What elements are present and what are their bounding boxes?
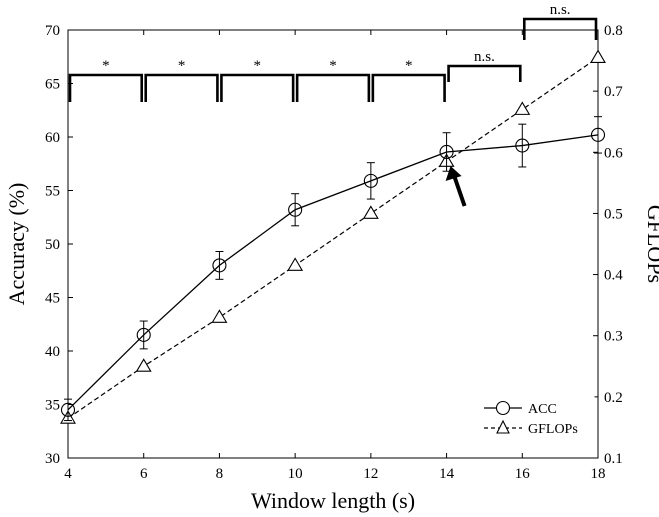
significance-label: * bbox=[102, 58, 110, 74]
significance-label: * bbox=[329, 58, 337, 74]
x-tick-label: 8 bbox=[216, 466, 224, 482]
acc-circle-marker bbox=[288, 202, 303, 217]
arrow-head bbox=[445, 165, 462, 181]
acc-circle-marker bbox=[60, 402, 76, 417]
y-right-tick-label: 0.5 bbox=[604, 206, 623, 222]
legend-acc-label: ACC bbox=[528, 402, 557, 417]
y-right-tick-label: 0.8 bbox=[604, 23, 623, 39]
x-tick-label: 4 bbox=[64, 466, 72, 482]
significance-bracket bbox=[144, 73, 219, 102]
y-right-tick-label: 0.3 bbox=[604, 329, 623, 345]
y-left-tick-label: 30 bbox=[45, 451, 60, 467]
significance-label: n.s. bbox=[550, 2, 571, 18]
x-tick-label: 6 bbox=[140, 466, 148, 482]
acc-circle-marker bbox=[136, 327, 151, 343]
arrow-shaft bbox=[452, 176, 467, 207]
legend-acc-marker bbox=[495, 400, 511, 416]
significance-label: * bbox=[178, 58, 186, 74]
gflops-line bbox=[67, 57, 599, 419]
annotation-arrow bbox=[445, 165, 467, 207]
significance-brackets: * * * * * n.s. n.s. bbox=[68, 2, 598, 102]
gflops-triangle-marker bbox=[590, 49, 606, 63]
y-left-tick-label: 35 bbox=[45, 398, 60, 414]
axes: 4 6 8 10 12 14 16 18 30 35 40 45 50 55 60 65 70 0.1 0.2 0.3… bbox=[4, 23, 659, 513]
legend: ACC GFLOPs bbox=[477, 393, 595, 443]
significance-bracket bbox=[220, 73, 295, 102]
x-tick-label: 14 bbox=[439, 466, 455, 482]
acc-circle-marker bbox=[515, 138, 530, 153]
gflops-triangle-marker bbox=[211, 309, 228, 323]
legend-gflops-label: GFLOPs bbox=[528, 422, 578, 437]
x-tick-label: 18 bbox=[591, 466, 606, 482]
acc-circle-marker bbox=[439, 144, 454, 160]
significance-label: * bbox=[254, 58, 262, 74]
y-left-tick-label: 65 bbox=[45, 77, 60, 93]
significance-bracket bbox=[295, 73, 371, 102]
y-left-tick-label: 60 bbox=[45, 130, 60, 146]
acc-circle-marker bbox=[363, 173, 378, 188]
acc-circle-marker bbox=[212, 258, 227, 273]
significance-label: n.s. bbox=[474, 49, 495, 65]
y-left-tick-label: 45 bbox=[45, 291, 60, 307]
gflops-triangle-marker bbox=[287, 257, 304, 271]
y-left-tick-label: 40 bbox=[45, 344, 60, 360]
x-tick-label: 12 bbox=[363, 466, 378, 482]
gflops-triangle-marker bbox=[135, 358, 152, 372]
legend-box bbox=[477, 393, 595, 443]
y-right-tick-label: 0.2 bbox=[604, 390, 623, 406]
y-right-tick-label: 0.1 bbox=[604, 451, 623, 467]
gflops-triangle-marker bbox=[362, 205, 379, 219]
y-right-tick-label: 0.4 bbox=[604, 268, 623, 284]
legend-gflops-marker bbox=[496, 419, 510, 434]
y-left-axis-label: Accuracy (%) bbox=[4, 183, 29, 306]
significance-bracket bbox=[68, 73, 144, 102]
gflops-triangle-marker bbox=[514, 101, 531, 115]
y-left-tick-label: 55 bbox=[45, 184, 60, 200]
series-layer bbox=[60, 49, 606, 424]
x-axis-label: Window length (s) bbox=[251, 488, 415, 513]
y-left-tick-label: 50 bbox=[45, 237, 60, 253]
significance-label: * bbox=[405, 58, 413, 74]
acc-circle-marker bbox=[590, 127, 606, 142]
y-left-tick-label: 70 bbox=[45, 23, 60, 39]
significance-bracket bbox=[371, 73, 446, 102]
significance-bracket bbox=[522, 17, 598, 40]
acc-line bbox=[67, 134, 599, 411]
significance-bracket bbox=[447, 64, 522, 82]
y-right-axis-label: GFLOPs bbox=[643, 205, 659, 283]
y-right-tick-label: 0.7 bbox=[604, 84, 623, 100]
y-right-tick-label: 0.6 bbox=[604, 145, 623, 161]
x-tick-label: 10 bbox=[288, 466, 303, 482]
x-tick-label: 16 bbox=[515, 466, 531, 482]
